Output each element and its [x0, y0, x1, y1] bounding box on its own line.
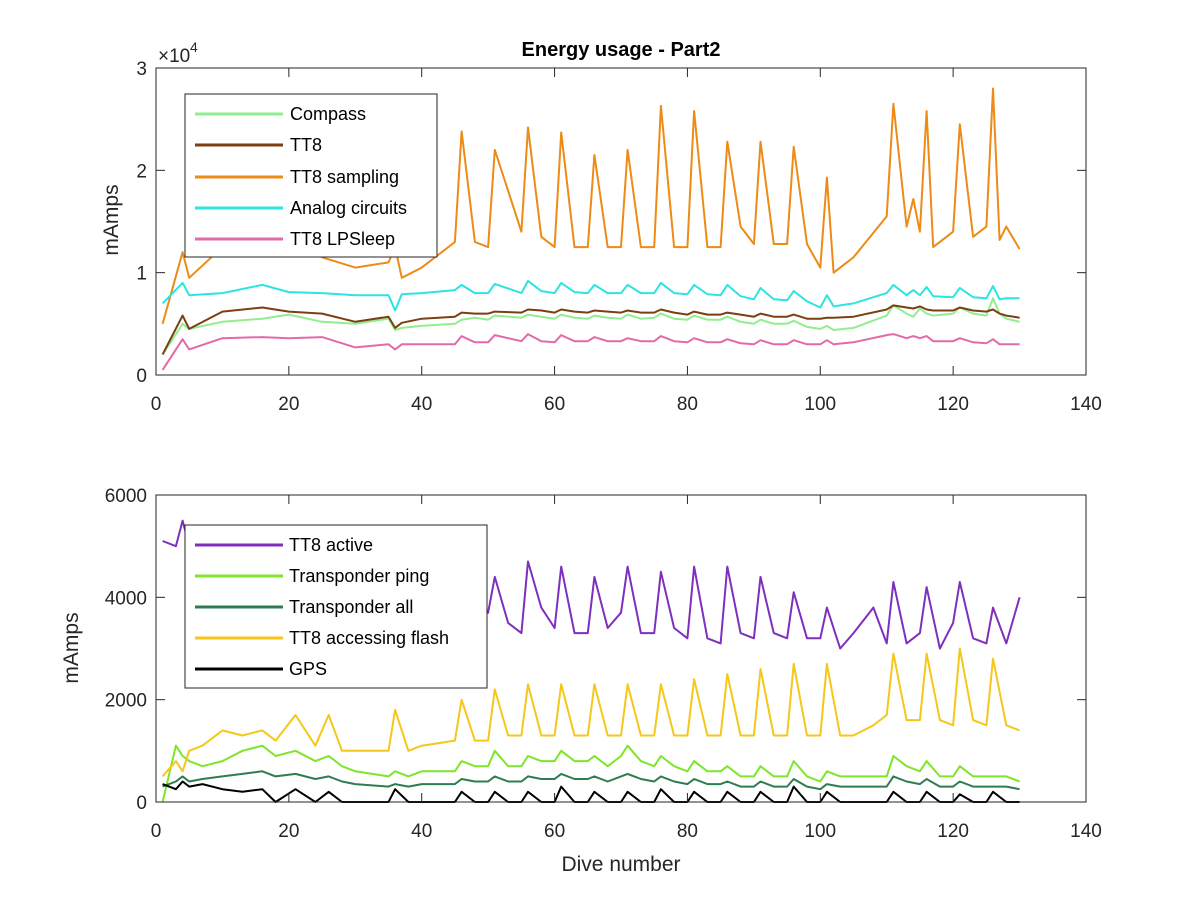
series-line-compass: [161, 297, 1020, 356]
series-line-tt8-sampling: [161, 87, 1021, 325]
chart-bottom: mAmps Dive number 0 20 40 60 80 100 120 …: [60, 486, 1102, 876]
series-line-tt8-accessing-flash: [161, 647, 1020, 778]
y-exponent-base: ×10: [158, 46, 190, 67]
x-tick-label: 0: [151, 821, 162, 842]
chart-title: Energy usage - Part2: [522, 39, 721, 61]
series-line-analog-circuits: [161, 279, 1020, 312]
x-tick-label: 80: [677, 821, 698, 842]
x-tick-label: 100: [804, 394, 836, 415]
x-tick-label: 60: [544, 821, 565, 842]
x-tick-label: 20: [278, 394, 299, 415]
y-exponent-power: 4: [190, 39, 198, 55]
legend-entry-analog-circuits: Analog circuits: [195, 198, 407, 218]
y-axis-label: mAmps: [100, 184, 123, 255]
y-tick-label: 4000: [105, 588, 147, 609]
legend-entry-tt8-sampling: TT8 sampling: [195, 167, 399, 187]
y-tick-labels: 0 2000 4000 6000: [105, 486, 147, 814]
chart-top: Energy usage - Part2 ×10 4 mAmps 0 20 40…: [100, 39, 1102, 415]
series-line-transponder-ping: [161, 744, 1020, 803]
x-tick-labels: 0 20 40 60 80 100 120 140: [151, 394, 1102, 415]
series-line-tt8-lpsleep: [161, 333, 1020, 371]
x-tick-label: 100: [804, 821, 836, 842]
legend-bottom: TT8 active Transponder ping Transponder …: [184, 524, 488, 689]
x-tick-label: 140: [1070, 821, 1102, 842]
x-tick-label: 60: [544, 394, 565, 415]
legend-label: TT8: [290, 135, 322, 155]
x-tick-label: 40: [411, 821, 432, 842]
y-tick-label: 2000: [105, 691, 147, 712]
x-axis-label: Dive number: [561, 853, 680, 876]
y-axis-label: mAmps: [60, 612, 83, 683]
legend-entry-tt8-active: TT8 active: [195, 535, 373, 555]
y-tick-labels: 0 1 2 3: [136, 59, 147, 387]
legend-entry-transponder-all: Transponder all: [195, 597, 413, 617]
x-tick-label: 0: [151, 394, 162, 415]
legend-entry-compass: Compass: [195, 104, 366, 124]
plot-area-top: [155, 67, 1087, 376]
legend-label: TT8 LPSleep: [290, 229, 395, 249]
axes-box: [155, 67, 1087, 376]
x-tick-label: 140: [1070, 394, 1102, 415]
legend-top: Compass TT8 TT8 sampling Analog circuits…: [184, 93, 438, 258]
legend-entry-transponder-ping: Transponder ping: [195, 566, 429, 586]
x-tick-label: 20: [278, 821, 299, 842]
legend-entry-tt8: TT8: [195, 135, 322, 155]
series-line-transponder-all: [162, 770, 1020, 791]
y-tick-label: 3: [136, 59, 147, 80]
legend-label: Transponder all: [289, 597, 413, 617]
y-exponent-label: ×10 4: [158, 39, 198, 67]
legend-label: Compass: [290, 104, 366, 124]
y-tick-label: 2: [136, 161, 147, 182]
series-line-tt8: [161, 304, 1020, 355]
legend-entry-tt8-accessing-flash: TT8 accessing flash: [195, 628, 449, 648]
legend-label: TT8 active: [289, 535, 373, 555]
legend-label: Analog circuits: [290, 198, 407, 218]
legend-label: TT8 accessing flash: [289, 628, 449, 648]
y-tick-label: 0: [136, 366, 147, 387]
x-tick-label: 120: [937, 821, 969, 842]
legend-label: TT8 sampling: [290, 167, 399, 187]
axes-box: [155, 494, 1087, 803]
legend-label: GPS: [289, 659, 327, 679]
x-tick-label: 120: [937, 394, 969, 415]
x-tick-labels: 0 20 40 60 80 100 120 140: [151, 821, 1102, 842]
legend-entry-tt8-lpsleep: TT8 LPSleep: [195, 229, 395, 249]
x-tick-label: 80: [677, 394, 698, 415]
y-tick-label: 1: [136, 264, 147, 285]
y-tick-label: 6000: [105, 486, 147, 507]
y-tick-label: 0: [136, 793, 147, 814]
legend-entry-gps: GPS: [195, 659, 327, 679]
series-line-gps: [162, 780, 1020, 803]
x-tick-label: 40: [411, 394, 432, 415]
legend-label: Transponder ping: [289, 566, 429, 586]
